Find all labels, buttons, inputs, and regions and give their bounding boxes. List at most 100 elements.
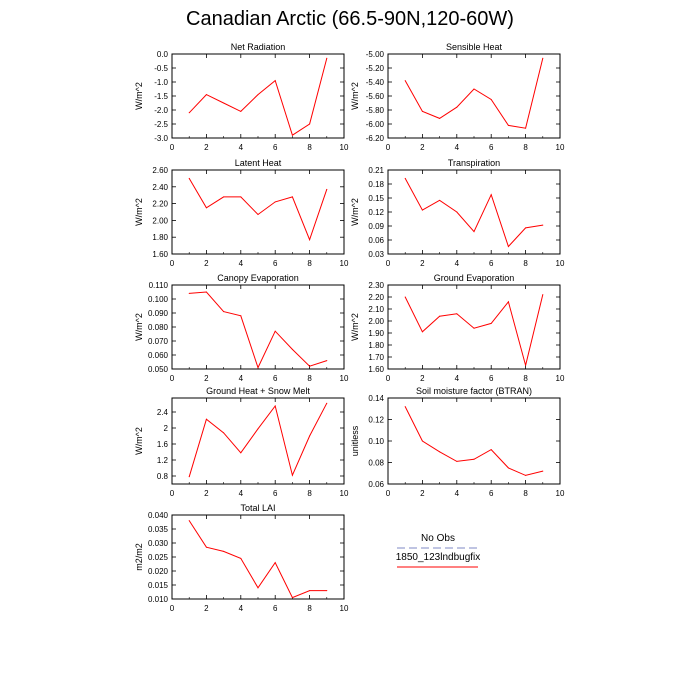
data-point xyxy=(525,227,527,229)
y-tick-label: 0.21 xyxy=(368,166,384,175)
y-tick-label: 0.18 xyxy=(368,180,384,189)
y-tick-label: -5.80 xyxy=(366,106,385,115)
y-tick-label: 2.4 xyxy=(157,408,169,417)
data-point xyxy=(309,590,311,592)
y-axis-label: unitless xyxy=(350,425,360,456)
x-tick-label: 10 xyxy=(340,489,349,498)
panel-frame xyxy=(387,169,561,255)
x-tick-label: 0 xyxy=(386,374,391,383)
y-tick-label: 0.12 xyxy=(368,416,384,425)
x-tick-label: 2 xyxy=(420,374,425,383)
y-tick-label: -2.5 xyxy=(154,120,168,129)
data-point xyxy=(274,405,276,407)
y-tick-label: 0.110 xyxy=(149,281,169,290)
y-tick-label: 0.08 xyxy=(368,459,384,468)
y-tick-label: 0.050 xyxy=(148,365,169,374)
y-axis-label: W/m^2 xyxy=(350,198,360,226)
y-axis-label: W/m^2 xyxy=(134,198,144,226)
y-tick-label: -6.20 xyxy=(366,134,385,143)
y-tick-label: 2.40 xyxy=(152,183,168,192)
x-tick-label: 8 xyxy=(307,143,312,152)
y-tick-label: 0.14 xyxy=(368,394,384,403)
panel-ground-heat-snow-melt: Ground Heat + Snow Melt W/m^2 0 2 4 6 8 10 0.8 1.… xyxy=(134,386,349,498)
x-tick-label: 4 xyxy=(239,143,244,152)
series-line-1850-123lndbugfix xyxy=(188,178,328,242)
x-tick-label: 4 xyxy=(239,604,244,613)
data-point xyxy=(188,476,190,478)
y-tick-label: 0.020 xyxy=(148,567,169,576)
data-point xyxy=(404,406,406,408)
y-tick-label: -5.20 xyxy=(366,64,385,73)
y-tick-label: 1.60 xyxy=(152,250,168,259)
y-tick-label: 0.10 xyxy=(368,437,384,446)
y-tick-label: 2.10 xyxy=(368,305,384,314)
x-tick-label: 8 xyxy=(307,489,312,498)
y-tick-label: 1.90 xyxy=(368,329,384,338)
panel-frame xyxy=(171,53,345,139)
data-point xyxy=(439,199,441,201)
panel-frame xyxy=(387,397,561,485)
data-point xyxy=(507,467,509,469)
x-tick-label: 8 xyxy=(307,374,312,383)
y-tick-label: 1.60 xyxy=(368,365,384,374)
x-tick-label: 4 xyxy=(455,259,460,268)
data-point xyxy=(421,331,423,333)
panel-title: Canopy Evaporation xyxy=(217,273,299,283)
series-line-1850-123lndbugfix xyxy=(404,294,544,366)
y-tick-label: 0.15 xyxy=(368,194,384,203)
data-point xyxy=(188,177,190,179)
legend: No Obs 1850_123lndbugfix xyxy=(396,533,480,568)
data-point xyxy=(291,196,293,198)
y-tick-label: 0.010 xyxy=(148,595,169,604)
data-point xyxy=(188,520,190,522)
y-tick-label: 2.00 xyxy=(152,216,168,225)
x-tick-label: 2 xyxy=(204,489,209,498)
x-tick-label: 6 xyxy=(273,374,278,383)
panel-sensible-heat: Sensible Heat W/m^2 0 2 4 6 8 10 -6.20 -6.00 -5.80… xyxy=(350,42,565,152)
data-point xyxy=(507,301,509,303)
data-point xyxy=(223,102,225,104)
data-point xyxy=(223,311,225,313)
y-tick-label: -5.60 xyxy=(366,92,385,101)
data-point xyxy=(240,110,242,112)
y-tick-label: 2.20 xyxy=(152,200,168,209)
y-tick-label: -2.0 xyxy=(154,106,168,115)
y-tick-label: 2.20 xyxy=(368,293,384,302)
data-point xyxy=(326,360,328,362)
y-tick-label: 1.80 xyxy=(152,233,168,242)
data-point xyxy=(421,440,423,442)
figure-title: Canadian Arctic (66.5-90N,120-60W) xyxy=(186,8,514,30)
x-tick-label: 10 xyxy=(340,259,349,268)
y-tick-label: -0.5 xyxy=(154,64,168,73)
panel-title: Soil moisture factor (BTRAN) xyxy=(416,386,532,396)
panel-title: Net Radiation xyxy=(231,42,286,52)
data-point xyxy=(421,110,423,112)
data-point xyxy=(205,418,207,420)
panel-ground-evaporation: Ground Evaporation W/m^2 0 2 4 6 8 10 1.60 1.70 1.… xyxy=(350,273,565,383)
y-tick-label: 1.6 xyxy=(157,440,169,449)
data-point xyxy=(439,315,441,317)
y-tick-label: -5.40 xyxy=(366,78,385,87)
data-point xyxy=(490,322,492,324)
series-line-1850-123lndbugfix xyxy=(404,58,544,129)
panel-title: Total LAI xyxy=(240,503,275,513)
x-tick-label: 0 xyxy=(170,143,175,152)
data-point xyxy=(223,196,225,198)
data-point xyxy=(439,451,441,453)
panel-canopy-evaporation: Canopy Evaporation W/m^2 0 2 4 6 8 10 0.050 0.060… xyxy=(134,273,349,383)
data-point xyxy=(542,470,544,472)
data-point xyxy=(205,546,207,548)
y-tick-label: -3.0 xyxy=(154,134,168,143)
panel-title: Latent Heat xyxy=(235,158,282,168)
y-axis-label: W/m^2 xyxy=(134,427,144,455)
data-point xyxy=(456,106,458,108)
data-point xyxy=(274,201,276,203)
data-point xyxy=(326,188,328,190)
data-point xyxy=(542,294,544,296)
x-tick-label: 4 xyxy=(239,374,244,383)
series-line-1850-123lndbugfix xyxy=(404,406,543,476)
y-tick-label: 0.03 xyxy=(368,250,384,259)
x-tick-label: 2 xyxy=(204,259,209,268)
y-tick-label: 0.070 xyxy=(148,337,169,346)
